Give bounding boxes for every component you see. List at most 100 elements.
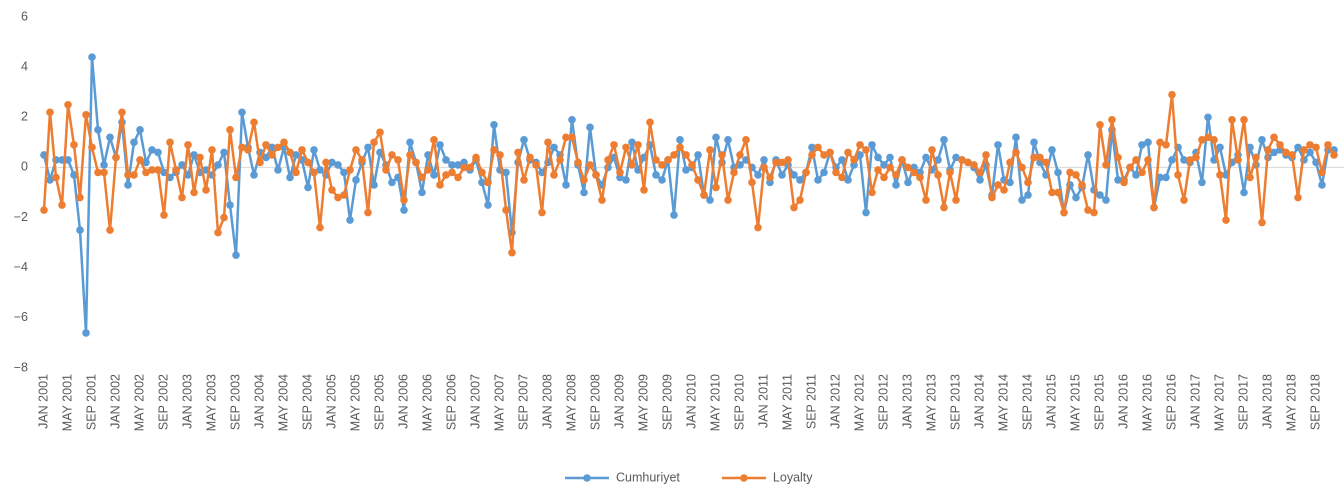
data-point	[220, 148, 228, 157]
data-point	[1240, 115, 1248, 124]
data-point	[814, 176, 822, 184]
data-point	[406, 151, 414, 159]
data-point	[670, 151, 678, 159]
data-point	[508, 248, 516, 257]
data-point	[724, 196, 732, 204]
data-point	[958, 156, 966, 164]
data-point	[712, 183, 720, 192]
x-tick-label: SEP 2013	[948, 374, 962, 430]
data-point	[100, 161, 108, 169]
x-tick-label: SEP 2006	[444, 374, 458, 430]
data-point	[916, 173, 924, 182]
data-point	[1030, 153, 1038, 162]
data-point	[1276, 141, 1284, 149]
data-point	[670, 211, 678, 219]
data-point	[610, 141, 618, 149]
data-point	[70, 171, 78, 179]
data-point	[382, 166, 390, 174]
data-point	[304, 183, 312, 192]
data-point	[454, 173, 462, 182]
data-point	[280, 138, 288, 147]
data-point	[250, 118, 258, 127]
data-point	[40, 206, 48, 214]
data-point	[874, 166, 882, 174]
data-point	[754, 171, 762, 179]
data-point	[694, 151, 702, 159]
data-point	[1318, 181, 1326, 189]
data-point	[1240, 188, 1248, 197]
data-point	[298, 146, 306, 154]
data-point	[580, 188, 588, 197]
data-point	[184, 171, 192, 179]
data-point	[1330, 151, 1338, 159]
x-tick-label: SEP 2005	[372, 374, 386, 430]
data-point	[826, 148, 834, 157]
data-point	[880, 161, 888, 169]
x-tick-label: SEP 2004	[300, 374, 314, 430]
x-tick-label: JAN 2018	[1260, 374, 1274, 429]
series-line	[42, 93, 1336, 254]
data-point	[328, 186, 336, 194]
data-point	[526, 153, 534, 162]
data-point	[1162, 141, 1170, 149]
data-point	[964, 158, 972, 167]
data-point	[676, 136, 684, 144]
data-point	[262, 153, 270, 162]
data-point	[244, 146, 252, 154]
data-point	[118, 108, 126, 117]
data-point	[1216, 171, 1224, 179]
x-tick-label: MAY 2001	[60, 374, 74, 431]
data-point	[844, 148, 852, 157]
data-point	[466, 163, 474, 172]
data-point	[1012, 133, 1020, 142]
data-point	[1048, 146, 1056, 154]
x-tick-label: MAY 2003	[204, 374, 218, 431]
data-point	[502, 168, 510, 177]
data-point	[334, 193, 342, 202]
data-point	[1114, 176, 1122, 184]
data-point	[136, 126, 144, 134]
data-point	[1102, 196, 1110, 204]
data-point	[364, 208, 372, 217]
legend-label: Loyalty	[773, 470, 813, 484]
data-point	[922, 153, 930, 162]
data-point	[94, 168, 102, 177]
data-point	[892, 171, 900, 179]
data-point	[484, 178, 492, 187]
data-point	[1210, 136, 1218, 144]
data-point	[448, 168, 456, 177]
data-point	[1174, 171, 1182, 179]
data-point	[64, 156, 72, 164]
data-point	[1312, 143, 1320, 152]
data-point	[1270, 148, 1278, 157]
data-point	[1216, 143, 1224, 152]
x-tick-label: SEP 2010	[732, 374, 746, 430]
data-point	[208, 146, 216, 154]
data-point	[682, 151, 690, 159]
data-point	[1024, 191, 1032, 199]
data-point	[460, 163, 468, 172]
data-point	[1096, 121, 1104, 129]
data-point	[430, 136, 438, 144]
data-point	[652, 156, 660, 164]
data-point	[628, 138, 636, 147]
x-tick-label: JAN 2012	[828, 374, 842, 429]
data-point	[1144, 138, 1152, 147]
x-tick-label: JAN 2008	[540, 374, 554, 429]
data-point	[1102, 161, 1110, 169]
y-tick-label: −2	[14, 210, 28, 224]
x-tick-label: JAN 2011	[756, 374, 770, 428]
data-point	[1060, 208, 1068, 217]
data-point	[310, 168, 318, 177]
data-point	[796, 196, 804, 204]
data-point	[1180, 156, 1188, 164]
data-point	[238, 143, 246, 152]
data-point	[646, 118, 654, 127]
x-tick-label: JAN 2014	[972, 374, 986, 429]
data-point	[772, 158, 780, 167]
legend-label: Cumhuriyet	[616, 470, 680, 484]
x-tick-label: JAN 2002	[108, 374, 122, 429]
data-point	[808, 151, 816, 159]
data-point	[328, 158, 336, 167]
data-point	[1150, 203, 1158, 212]
